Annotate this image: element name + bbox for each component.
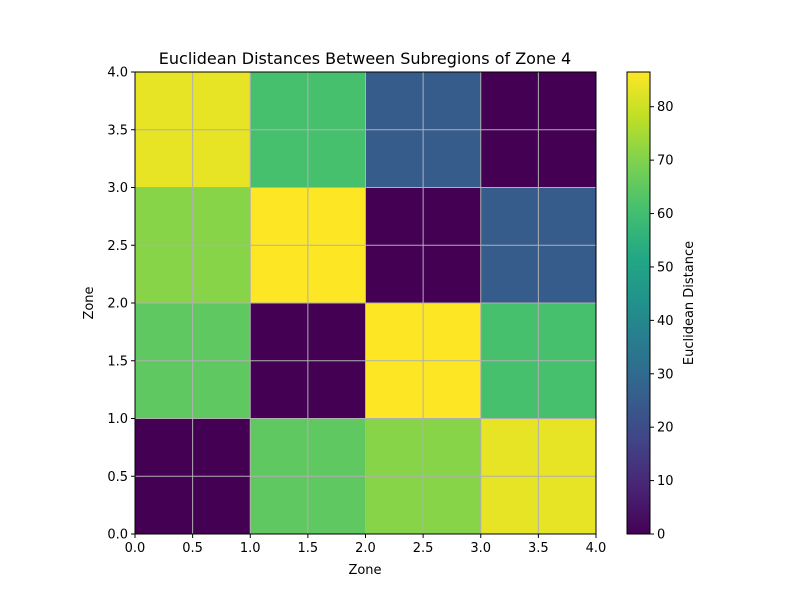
- x-tick-label: 2.0: [355, 541, 376, 556]
- y-tick-label: 2.5: [107, 239, 128, 254]
- colorbar-tick-label: 60: [657, 207, 674, 222]
- colorbar-tick-label: 50: [657, 260, 674, 275]
- y-tick-label: 2.0: [107, 297, 128, 312]
- chart-title: Euclidean Distances Between Subregions o…: [159, 49, 571, 68]
- x-tick-label: 2.5: [413, 541, 434, 556]
- colorbar-tick-label: 40: [657, 314, 674, 329]
- y-tick-label: 0.5: [107, 470, 128, 485]
- colorbar-tick-label: 80: [657, 100, 674, 115]
- colorbar-tick-label: 70: [657, 154, 674, 169]
- x-tick-label: 3.0: [470, 541, 491, 556]
- y-axis-label: Zone: [82, 286, 97, 319]
- y-tick-label: 0.0: [107, 528, 128, 543]
- y-tick-label: 1.0: [107, 412, 128, 427]
- colorbar-label: Euclidean Distance: [682, 241, 697, 365]
- colorbar: [626, 71, 651, 535]
- x-tick-label: 0.0: [125, 541, 146, 556]
- x-axis-ticks: 0.0 0.5 1.0 1.5 2.0 2.5 3.0 3.5 4.0: [125, 534, 607, 556]
- colorbar-tick-label: 20: [657, 421, 674, 436]
- x-axis-label: Zone: [348, 563, 381, 578]
- y-tick-label: 3.0: [107, 181, 128, 196]
- colorbar-tick-label: 30: [657, 367, 674, 382]
- y-tick-label: 3.5: [107, 123, 128, 138]
- y-tick-label: 1.5: [107, 354, 128, 369]
- colorbar-tick-label: 0: [657, 528, 665, 543]
- colorbar-ticks: 0 10 20 30 40 50 60 70 80: [650, 100, 674, 543]
- y-axis-ticks: 0.0 0.5 1.0 1.5 2.0 2.5 3.0 3.5 4.0: [107, 66, 135, 543]
- x-tick-label: 3.5: [528, 541, 549, 556]
- x-tick-label: 0.5: [182, 541, 203, 556]
- y-tick-label: 4.0: [107, 66, 128, 81]
- x-tick-label: 1.5: [298, 541, 319, 556]
- x-tick-label: 1.0: [240, 541, 261, 556]
- x-tick-label: 4.0: [586, 541, 607, 556]
- colorbar-tick-label: 10: [657, 474, 674, 489]
